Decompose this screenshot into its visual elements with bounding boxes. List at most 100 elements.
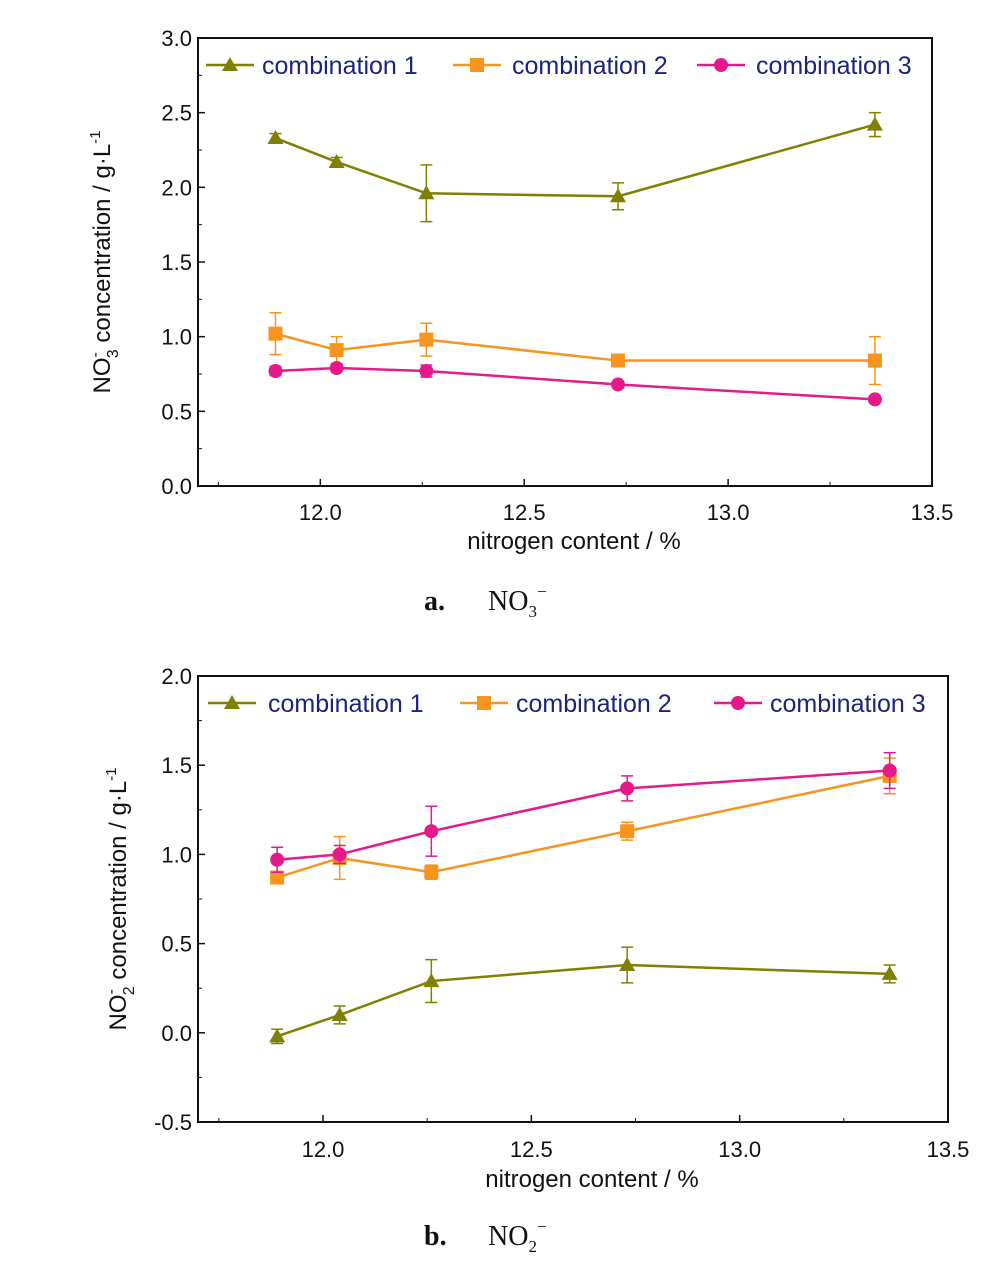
y-label-charge: -	[103, 989, 120, 994]
series-2	[268, 312, 882, 386]
formula-subscript: 3	[528, 602, 537, 621]
series-3	[268, 361, 882, 407]
y-tick-label: 0.5	[161, 399, 192, 424]
y-tick-label: 1.0	[161, 842, 192, 867]
chart-panel-b: -0.5 0.0 0.5 1.0 1.5 2.0 12.0 12.5 13.0 13.5 nitro…	[103, 664, 969, 1256]
data-point	[611, 353, 626, 368]
series-line	[277, 769, 890, 861]
series-line	[275, 332, 875, 362]
series-1	[267, 111, 883, 223]
formula-subscript: 2	[528, 1237, 537, 1256]
data-point	[620, 781, 635, 796]
x-tick-label: 12.5	[503, 500, 546, 525]
formula-charge: −	[537, 582, 547, 601]
legend-marker	[222, 57, 238, 71]
data-point	[329, 361, 344, 376]
y-tick-label: 0.5	[161, 932, 192, 957]
legend-marker	[731, 696, 745, 710]
legend-label: combination 3	[756, 52, 912, 80]
data-point	[268, 364, 283, 379]
data-point	[269, 1028, 286, 1043]
data-point	[424, 865, 439, 880]
legend-label: combination 2	[516, 690, 672, 718]
panel-label: a.	[424, 586, 445, 617]
data-point	[418, 185, 435, 200]
legend-label: combination 1	[262, 52, 418, 80]
y-tick-label: 2.0	[161, 664, 192, 689]
x-tick-label: 12.0	[299, 500, 342, 525]
series-line	[275, 123, 876, 198]
data-point	[268, 326, 283, 341]
legend-item-1: combination 1	[206, 52, 418, 80]
y-tick-label: 3.0	[161, 26, 192, 51]
chart-panel-a: 0.0 0.5 1.0 1.5 2.0 2.5 3.0 12.0 12.5 13.0 13.5 nit…	[87, 26, 953, 621]
y-tick-label: 1.5	[161, 250, 192, 275]
data-point	[267, 130, 284, 145]
data-point	[332, 847, 347, 862]
data-point	[329, 343, 344, 358]
formula-base: NO	[488, 1221, 528, 1252]
series-3	[270, 751, 897, 873]
legend-marker	[477, 696, 491, 710]
data-point	[270, 870, 285, 885]
panel-formula: NO2−	[488, 1217, 547, 1256]
y-tick-label: 0.0	[161, 1021, 192, 1046]
x-axis-label: nitrogen content / %	[467, 528, 680, 555]
data-point	[882, 763, 897, 778]
y-tick-label: 2.5	[161, 101, 192, 126]
x-tick-label: 12.5	[510, 1137, 553, 1162]
y-tick-label: 1.0	[161, 325, 192, 350]
y-tick-label: 2.0	[161, 175, 192, 200]
legend-item-2: combination 2	[453, 52, 668, 80]
legend-marker	[470, 58, 484, 72]
y-label-text: concentration / g·L	[89, 144, 116, 349]
y-label-unit-exponent: -1	[87, 130, 104, 143]
x-axis-label: nitrogen content / %	[485, 1166, 698, 1193]
plot-frame	[197, 675, 949, 1123]
y-label-base: NO	[89, 358, 116, 394]
formula-base: NO	[488, 586, 528, 617]
data-point	[419, 332, 434, 347]
data-point	[610, 188, 627, 203]
panel-formula: NO3−	[488, 582, 547, 621]
data-point	[419, 364, 434, 379]
y-tick-label: -0.5	[154, 1110, 192, 1135]
data-point	[867, 392, 882, 407]
x-tick-label: 13.5	[927, 1137, 970, 1162]
y-axis-label: NO-3 concentration / g·L-1	[87, 130, 122, 393]
x-tick-label: 13.0	[707, 500, 750, 525]
y-label-unit-exponent: -1	[103, 767, 120, 780]
data-point	[881, 965, 898, 980]
y-label-subscript: 2	[121, 986, 138, 995]
legend-label: combination 1	[268, 690, 424, 718]
series-line	[276, 774, 890, 879]
series-line	[276, 963, 890, 1038]
y-label-subscript: 3	[105, 349, 122, 358]
legend-item-3: combination 3	[697, 52, 912, 80]
y-tick-label: 0.0	[161, 474, 192, 499]
data-point	[619, 957, 636, 972]
y-label-base: NO	[105, 995, 132, 1031]
y-label-charge: -	[87, 352, 104, 357]
data-point	[423, 973, 440, 988]
legend-item-2: combination 2	[460, 690, 672, 718]
data-point	[328, 153, 345, 168]
formula-charge: −	[537, 1217, 547, 1236]
data-point	[424, 824, 439, 839]
panel-label: b.	[424, 1221, 447, 1252]
y-axis-label: NO-2 concentration / g·L-1	[103, 767, 138, 1030]
legend-marker	[224, 695, 240, 709]
data-point	[331, 1006, 348, 1021]
x-tick-label: 13.0	[718, 1137, 761, 1162]
x-tick-label: 13.5	[911, 500, 954, 525]
data-point	[620, 824, 635, 839]
series-line	[275, 366, 875, 401]
panel-caption: a. NO3−	[424, 582, 547, 621]
data-point	[866, 116, 883, 131]
plot-frame	[197, 37, 933, 487]
data-point	[867, 353, 882, 368]
legend-label: combination 3	[770, 690, 926, 718]
y-label-text: concentration / g·L	[105, 781, 132, 986]
series-1	[269, 946, 898, 1045]
